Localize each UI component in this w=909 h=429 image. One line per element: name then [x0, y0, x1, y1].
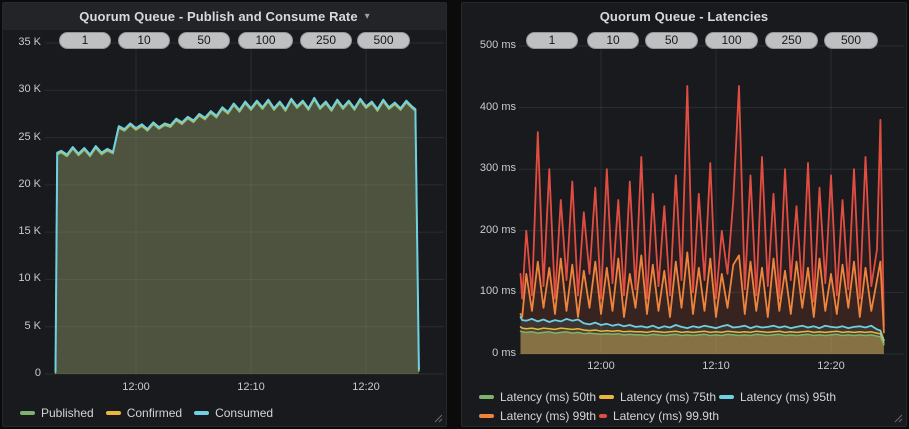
- pill-250[interactable]: 250: [300, 32, 352, 49]
- legend-label: Latency (ms) 95th: [740, 389, 837, 404]
- panel-header[interactable]: Quorum Queue - Publish and Consume Rate …: [3, 3, 446, 30]
- series-line-Latency (ms) 50th[interactable]: [519, 330, 885, 346]
- legend-label: Latency (ms) 50th: [500, 389, 597, 404]
- pill-1[interactable]: 1: [526, 32, 578, 49]
- y-tick-label: 25 K: [18, 131, 41, 143]
- legend-item-Latency (ms) 99th[interactable]: Latency (ms) 99th: [479, 409, 599, 423]
- pill-500[interactable]: 500: [357, 32, 410, 49]
- x-tick-label: 12:00: [587, 360, 615, 372]
- pill-1[interactable]: 1: [59, 32, 111, 49]
- x-tick-label: 12:10: [702, 360, 730, 372]
- y-tick-label: 15 K: [18, 225, 41, 237]
- resize-handle-icon[interactable]: [434, 414, 443, 423]
- y-tick-label: 400 ms: [479, 101, 516, 113]
- panel-header[interactable]: Quorum Queue - Latencies: [462, 3, 906, 30]
- legend-item-Confirmed[interactable]: Confirmed: [105, 405, 183, 420]
- pill-10[interactable]: 10: [118, 32, 170, 49]
- legend-swatch-icon: [20, 410, 35, 415]
- series-line-Latency (ms) 99.9th[interactable]: [519, 85, 885, 328]
- area-Latency (ms) 50th: [520, 331, 884, 354]
- y-tick-label: 100 ms: [479, 285, 516, 297]
- pill-100[interactable]: 100: [705, 32, 758, 49]
- x-tick-label: 12:00: [122, 381, 150, 393]
- legend-swatch-icon: [719, 394, 734, 399]
- legend-swatch-icon: [479, 413, 494, 418]
- pill-500[interactable]: 500: [824, 32, 878, 49]
- panel-publish-consume-rate: Quorum Queue - Publish and Consume Rate …: [2, 2, 447, 427]
- pill-250[interactable]: 250: [765, 32, 818, 49]
- legend-label: Latency (ms) 99th: [500, 408, 597, 423]
- chart-legend: Published Confirmed Consumed: [20, 403, 285, 422]
- legend-row: Latency (ms) 99th Latency (ms) 99.9th: [479, 406, 839, 425]
- y-tick-label: 0: [34, 367, 41, 379]
- y-tick-label: 20 K: [18, 178, 41, 190]
- legend-item-Consumed[interactable]: Consumed: [194, 406, 273, 420]
- series-line-Consumed[interactable]: [54, 96, 420, 373]
- y-tick-label: 200 ms: [479, 224, 516, 236]
- legend-row: Published Confirmed Consumed: [20, 403, 285, 422]
- y-tick-label: 10 K: [18, 272, 41, 284]
- area-Latency (ms) 99th: [520, 252, 884, 354]
- y-tick-label: 0 ms: [492, 347, 516, 359]
- x-tick-label: 12:10: [237, 381, 265, 393]
- legend-item-Published[interactable]: Published: [20, 406, 94, 420]
- x-tick-label: 12:20: [352, 381, 380, 393]
- legend-label: Latency (ms) 75th: [620, 389, 717, 404]
- series-line-Latency (ms) 75th[interactable]: [519, 326, 885, 344]
- legend-label: Latency (ms) 99.9th: [612, 408, 719, 423]
- chevron-down-icon[interactable]: ▾: [364, 10, 370, 22]
- y-tick-label: 35 K: [18, 36, 41, 48]
- legend-item-Latency (ms) 99.9th[interactable]: Latency (ms) 99.9th: [599, 409, 719, 423]
- series-line-Latency (ms) 99th[interactable]: [519, 251, 885, 334]
- pill-50[interactable]: 50: [178, 32, 230, 49]
- legend-swatch-icon: [599, 394, 614, 399]
- pill-100[interactable]: 100: [238, 32, 293, 49]
- y-tick-label: 500 ms: [479, 39, 516, 51]
- legend-row: Latency (ms) 50th Latency (ms) 75th Latenc…: [479, 387, 839, 406]
- legend-swatch-icon: [599, 413, 607, 418]
- legend-item-Latency (ms) 95th[interactable]: Latency (ms) 95th: [719, 390, 839, 404]
- panel-latencies: Quorum Queue - Latencies 500 ms 400 ms 300…: [461, 2, 907, 427]
- legend-item-Latency (ms) 75th[interactable]: Latency (ms) 75th: [599, 390, 719, 404]
- pill-50[interactable]: 50: [645, 32, 698, 49]
- x-tick-label: 12:20: [817, 360, 845, 372]
- legend-label: Consumed: [215, 405, 274, 420]
- y-tick-label: 30 K: [18, 83, 41, 95]
- resize-handle-icon[interactable]: [894, 414, 903, 423]
- chart-legend: Latency (ms) 50th Latency (ms) 75th Latenc…: [479, 387, 839, 425]
- chart-publish-consume-rate[interactable]: [3, 3, 448, 428]
- legend-swatch-icon: [479, 394, 494, 399]
- area-Consumed: [55, 97, 419, 375]
- panel-title[interactable]: Quorum Queue - Publish and Consume Rate: [79, 9, 358, 24]
- series-line-Latency (ms) 95th[interactable]: [519, 316, 885, 342]
- panel-title[interactable]: Quorum Queue - Latencies: [599, 9, 769, 24]
- legend-item-Latency (ms) 50th[interactable]: Latency (ms) 50th: [479, 390, 599, 404]
- chart-latencies[interactable]: [462, 3, 908, 428]
- y-tick-label: 5 K: [24, 320, 41, 332]
- legend-label: Confirmed: [126, 405, 183, 420]
- legend-swatch-icon: [194, 410, 210, 415]
- legend-label: Published: [41, 405, 94, 420]
- legend-swatch-icon: [105, 410, 121, 415]
- y-tick-label: 300 ms: [479, 162, 516, 174]
- pill-10[interactable]: 10: [587, 32, 639, 49]
